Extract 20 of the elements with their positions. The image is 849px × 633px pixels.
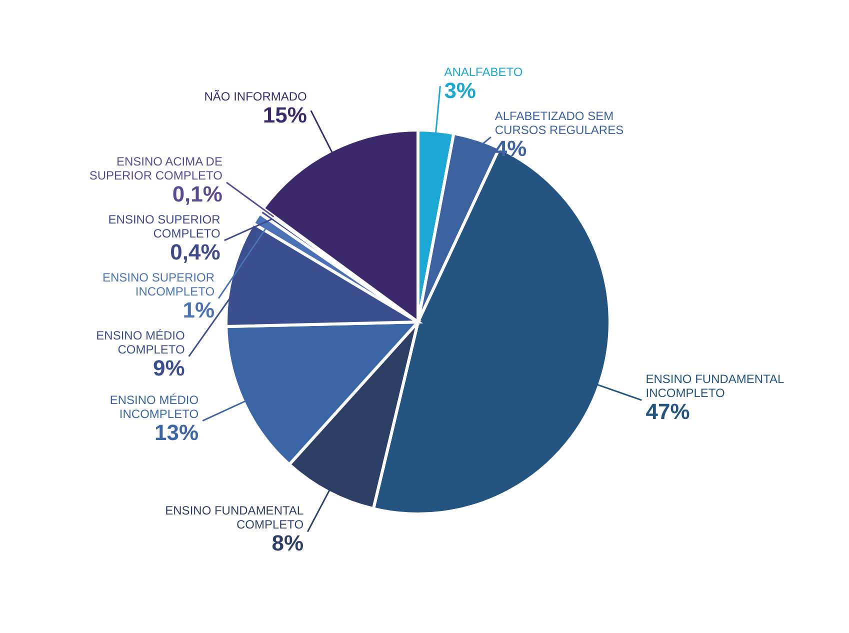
slice-label: ENSINO FUNDAMENTAL INCOMPLETO [646,372,785,400]
slice-label: ANALFABETO [444,65,523,80]
data-label: 13% [154,420,199,445]
data-label: 3% [444,78,476,104]
slice-label: NÃO INFORMADO [204,90,307,104]
slice-label: ENSINO SUPERIOR COMPLETO [108,212,221,240]
data-label: 0,4% [170,239,220,264]
data-label: 0,1% [172,181,222,206]
data-label: 15% [262,102,307,128]
data-label: 1% [182,297,215,322]
data-label: 8% [272,530,304,556]
data-label: 4% [494,136,527,162]
data-label: 9% [153,355,185,380]
slice-label: ENSINO SUPERIOR INCOMPLETO [102,270,215,298]
slice-label: ENSINO MÉDIO INCOMPLETO [110,392,199,421]
slice-label: ALFABETIZADO SEM CURSOS REGULARES [494,109,624,138]
slice-label: ENSINO FUNDAMENTAL COMPLETO [165,504,304,532]
data-label: 47% [646,399,690,424]
slice-label: ENSINO ACIMA DE SUPERIOR COMPLETO [89,154,222,182]
slice-label: ENSINO MÉDIO COMPLETO [96,328,185,356]
